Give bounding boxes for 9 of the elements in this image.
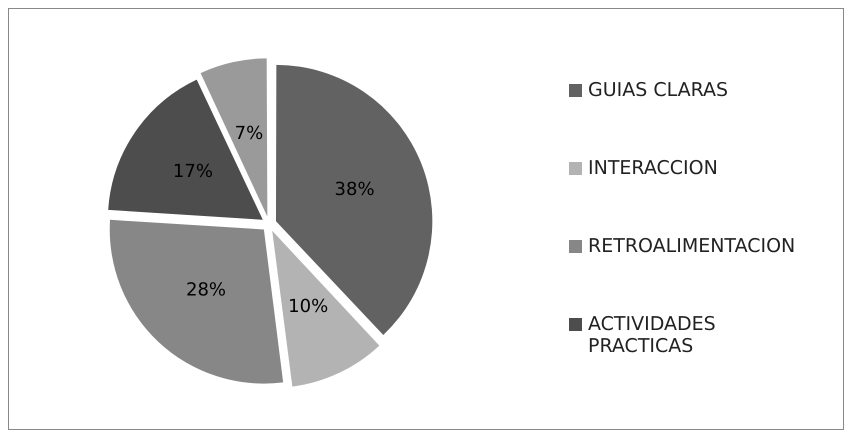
data-label: 28% xyxy=(186,280,226,301)
legend-label: RETROALIMENTACION xyxy=(588,235,796,257)
data-label: 10% xyxy=(288,296,328,317)
data-label: 7% xyxy=(234,122,264,144)
legend-label: INTERACCION xyxy=(588,157,718,179)
data-label: 17% xyxy=(172,160,213,182)
legend-label: GUIAS CLARAS xyxy=(588,79,728,101)
data-label: 38% xyxy=(334,178,375,200)
legend-label: ACTIVIDADES PRACTICAS xyxy=(588,313,717,357)
